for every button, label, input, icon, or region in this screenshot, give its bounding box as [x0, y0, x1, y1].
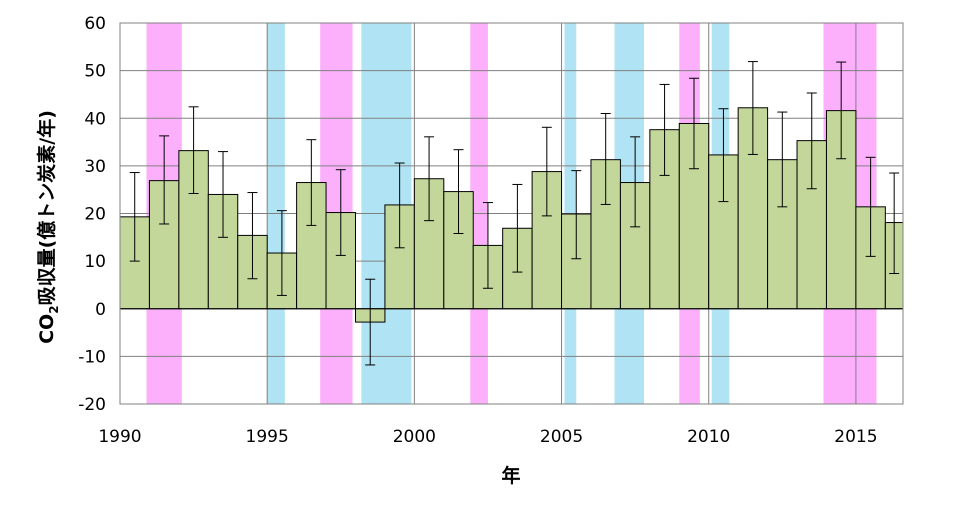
y-axis-title: CO2吸収量(億トン炭素/年) — [35, 110, 61, 344]
y-tick-labels: 60 50 40 30 20 10 0 -10 -20 — [78, 14, 106, 415]
x-tick-label: 1990 — [98, 427, 141, 447]
x-tick-labels: 1990 1995 2000 2005 2010 2015 — [98, 427, 877, 447]
x-axis-title: 年 — [501, 464, 520, 487]
x-tick-label: 2010 — [687, 427, 730, 447]
y-tick-label: -10 — [78, 347, 106, 367]
error-bars — [129, 61, 900, 366]
y-tick-label: 60 — [84, 14, 106, 34]
y-axis-title-subscript: 2 — [47, 305, 61, 313]
y-tick-label: 30 — [84, 157, 106, 177]
y-tick-label: -20 — [78, 395, 106, 415]
y-axis-title-prefix: CO — [36, 314, 58, 344]
y-tick-label: 40 — [84, 109, 106, 129]
y-tick-label: 20 — [84, 205, 106, 225]
x-tick-label: 2015 — [834, 427, 877, 447]
x-tick-label: 1995 — [246, 427, 289, 447]
plot-border — [119, 22, 904, 405]
y-tick-label: 50 — [84, 62, 106, 82]
x-tick-label: 2000 — [393, 427, 436, 447]
x-tick-label: 2005 — [540, 427, 583, 447]
y-tick-label: 0 — [95, 300, 106, 320]
y-tick-label: 10 — [84, 252, 106, 272]
y-axis-title-suffix: 吸収量(億トン炭素/年) — [35, 110, 58, 305]
